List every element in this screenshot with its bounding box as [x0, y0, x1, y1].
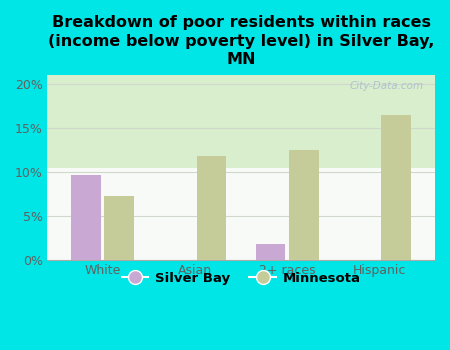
- Bar: [289, 150, 319, 260]
- Text: City-Data.com: City-Data.com: [349, 81, 423, 91]
- Legend: Silver Bay, Minnesota: Silver Bay, Minnesota: [116, 266, 366, 290]
- Bar: [382, 115, 411, 260]
- Bar: [197, 156, 226, 260]
- Bar: [71, 175, 101, 260]
- Title: Breakdown of poor residents within races
(income below poverty level) in Silver : Breakdown of poor residents within races…: [48, 15, 434, 67]
- Bar: [104, 196, 134, 260]
- Bar: [256, 244, 285, 260]
